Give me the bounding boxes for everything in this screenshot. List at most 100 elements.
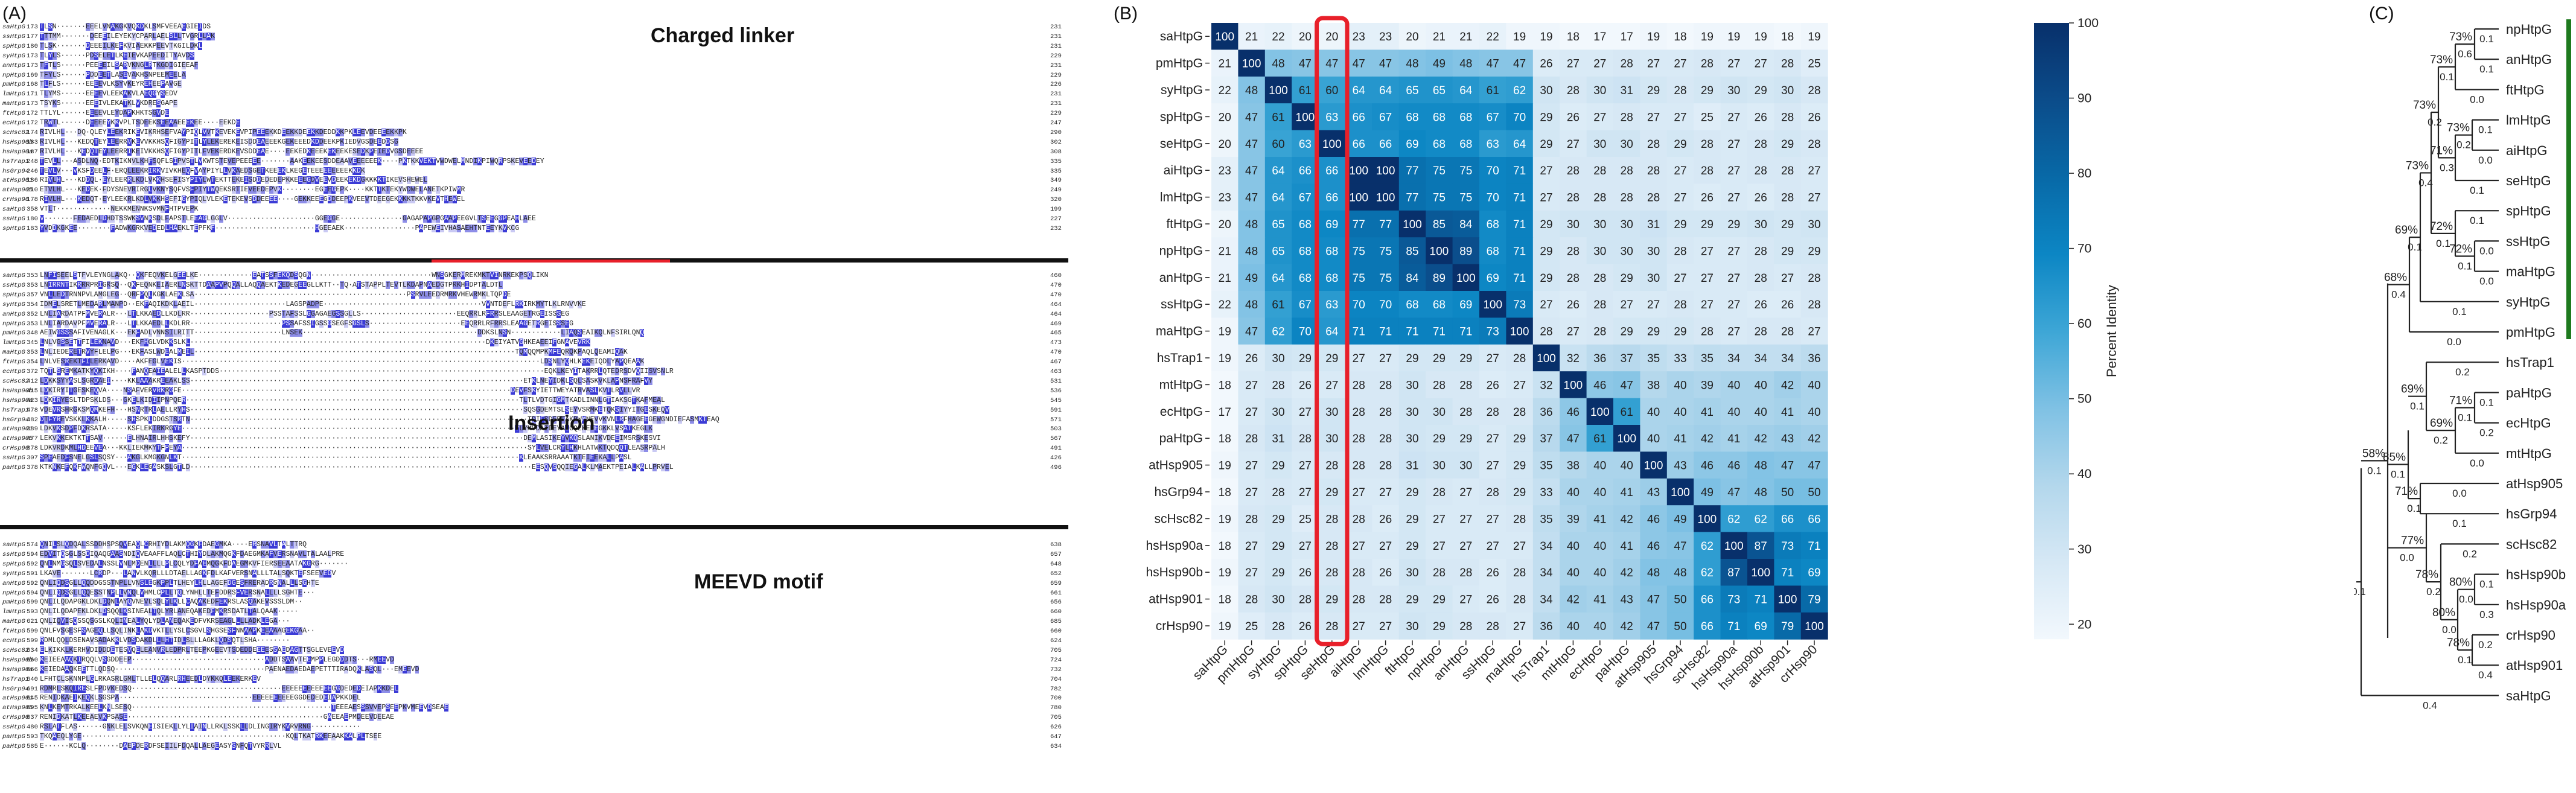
sequence-residues: LNFISEELSTFVLEYNGLAKQ··QKFEQVKELGEELKE··… [40, 272, 549, 279]
heatmap-value: 26 [1379, 513, 1392, 526]
heatmap-cell [1318, 425, 1346, 452]
sequence-residues: DTFYREVSKKLKKALH·····SHSPKLDDGSTSRTN····… [40, 415, 719, 424]
sequence-name: npHtpG [2, 71, 25, 79]
heatmap-value: 46 [1593, 379, 1606, 392]
heatmap-value: 27 [1701, 272, 1714, 285]
heatmap-value: 20 [1219, 138, 1231, 151]
row-label: lmHtpG [1160, 191, 1203, 205]
heatmap-cell [1800, 237, 1828, 265]
heatmap-value: 70 [1299, 326, 1312, 339]
heatmap-cell [1774, 425, 1802, 452]
sequence-end: 503 [1050, 425, 1062, 433]
heatmap-value: 26 [1487, 379, 1499, 392]
heatmap-value: 18 [1567, 31, 1580, 43]
heatmap-cell [1532, 130, 1560, 158]
heatmap-cell [1211, 505, 1239, 533]
sequence-end: 231 [1050, 24, 1062, 31]
heatmap-value: 100 [1483, 299, 1502, 311]
sequence-start: 169 [27, 71, 38, 79]
heatmap-value: 35 [1540, 513, 1552, 526]
heatmap-cell [1426, 291, 1453, 318]
heatmap-value: 23 [1219, 192, 1231, 205]
heatmap-cell [1452, 344, 1480, 372]
heatmap-value: 28 [1433, 379, 1446, 392]
sequence-end: 491 [1050, 445, 1062, 453]
heatmap-value: 100 [1456, 272, 1476, 285]
heatmap-cell [1747, 23, 1774, 50]
sequence-name: hsHsp90a [2, 396, 33, 404]
heatmap-value: 27 [1808, 192, 1820, 205]
heatmap-cell [1318, 371, 1346, 399]
heatmap-value: 68 [1325, 272, 1338, 285]
heatmap-value: 43 [1674, 460, 1686, 473]
heatmap-cell [1345, 76, 1372, 104]
heatmap-value: 26 [1299, 620, 1312, 633]
heatmap-value: 89 [1433, 272, 1446, 285]
branch-length-label: 0.1 [2479, 396, 2494, 408]
heatmap-value: 20 [1325, 31, 1338, 43]
tree-leaf-label: seHtpG [2506, 173, 2551, 188]
heatmap-value: 28 [1593, 192, 1606, 205]
heatmap-value: 28 [1593, 299, 1606, 311]
heatmap-value: 20 [1219, 111, 1231, 124]
heatmap-cell [1694, 532, 1721, 559]
sequence-residues: QNLNMGSQLSVEDALNSSLVNLMDENLLLLPLCQLYDFAE… [40, 559, 349, 568]
heatmap-value: 30 [1567, 218, 1580, 231]
sequence-name: lmHtpG [2, 91, 25, 98]
heatmap-value: 19 [1219, 326, 1231, 339]
heatmap-cell [1560, 585, 1587, 613]
heatmap-value: 47 [1245, 165, 1258, 177]
heatmap-value: 85 [1433, 218, 1446, 231]
heatmap-cell [1211, 237, 1239, 265]
heatmap-value: 34 [1540, 594, 1553, 607]
heatmap-value: 30 [1621, 138, 1633, 151]
heatmap-value: 28 [1808, 299, 1820, 311]
heatmap-value: 30 [1325, 433, 1338, 445]
sequence-residues: RENIDKATLKEEAEVKPSASE···················… [40, 713, 395, 722]
heatmap-value: 40 [1808, 406, 1820, 419]
heatmap-cell [1800, 23, 1828, 50]
heatmap-value: 28 [1325, 513, 1338, 526]
branch-length-label: 0.2 [2479, 427, 2494, 439]
heatmap-cell [1479, 451, 1506, 479]
heatmap-cell [1372, 344, 1400, 372]
heatmap-value: 61 [1299, 84, 1312, 97]
sequence-name: npHtpG [2, 320, 25, 328]
sequence-residues: KTKNKEFQKFWQNFGQVL···EGKLEGASKSLGTLD····… [40, 463, 674, 471]
colorbar-tick-label: 100 [2077, 16, 2099, 30]
heatmap-cell [1774, 398, 1802, 425]
heatmap-value: 27 [1727, 192, 1740, 205]
heatmap-cell [1720, 317, 1748, 345]
heatmap-cell [1800, 291, 1828, 318]
sequence-residues: LNLIEDERETRVYFLELPG···EKFASLWDEALMEIL···… [40, 348, 628, 357]
heatmap-cell [1694, 559, 1721, 586]
bootstrap-label: 71% [2449, 395, 2472, 407]
heatmap-cell [1640, 291, 1668, 318]
heatmap-cell [1532, 451, 1560, 479]
heatmap-value: 64 [1459, 84, 1473, 97]
sequence-residues: LNIRRNTIKRRRPRIGRSQ··QKFEQNKEIAERLNSKTTD… [40, 281, 503, 289]
heatmap-value: 36 [1808, 352, 1820, 365]
heatmap-cell [1800, 183, 1828, 211]
heatmap-value: 40 [1727, 379, 1740, 392]
heatmap-value: 69 [1459, 299, 1472, 311]
heatmap-cell [1720, 210, 1748, 238]
heatmap-cell [1532, 559, 1560, 586]
heatmap-cell [1211, 76, 1239, 104]
heatmap-value: 68 [1487, 218, 1499, 231]
heatmap-cell [1211, 398, 1239, 425]
sequence-name: ftHtpG [2, 110, 25, 118]
heatmap-value: 29 [1406, 513, 1418, 526]
heatmap-cell [1800, 130, 1828, 158]
heatmap-cell [1640, 183, 1668, 211]
heatmap-value: 30 [1325, 406, 1338, 419]
heatmap-value: 27 [1245, 379, 1258, 392]
sequence-start: 480 [27, 724, 38, 731]
heatmap-cell [1613, 505, 1640, 533]
heatmap-value: 71 [1727, 620, 1740, 633]
heatmap-cell [1747, 264, 1774, 291]
heatmap-value: 71 [1755, 594, 1767, 607]
heatmap-value: 28 [1272, 379, 1284, 392]
heatmap-cell [1720, 451, 1748, 479]
sequence-start: 592 [27, 560, 38, 568]
